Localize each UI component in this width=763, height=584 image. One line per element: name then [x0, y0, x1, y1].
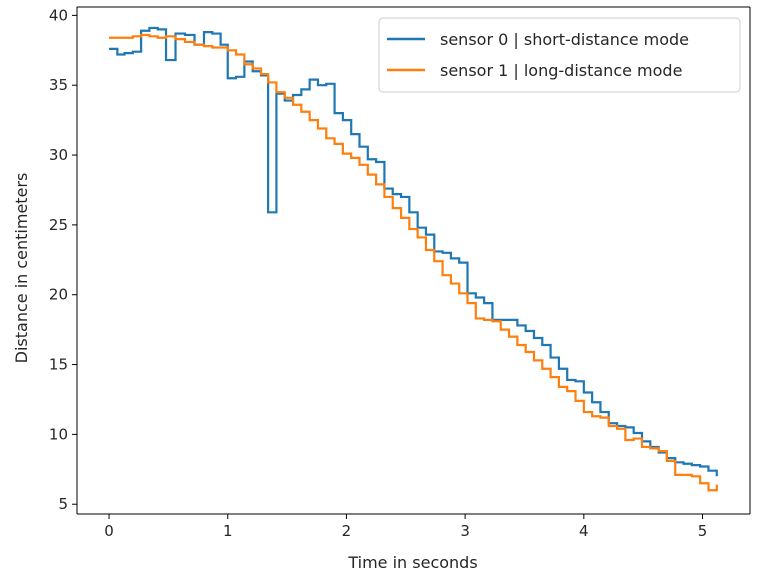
- legend-label-sensor-1: sensor 1 | long-distance mode: [440, 61, 682, 80]
- tick-layer: 0 1 2 3 4 5 5 10 15 20 25 30 35 40: [49, 6, 707, 540]
- chart-legend: sensor 0 | short-distance mode sensor 1 …: [378, 17, 741, 93]
- x-tick-label: 3: [460, 522, 470, 540]
- x-tick-label: 0: [104, 522, 114, 540]
- y-tick-label: 35: [49, 76, 68, 94]
- y-tick-label: 30: [49, 146, 68, 164]
- legend-box: [378, 17, 741, 93]
- x-tick-label: 5: [698, 522, 708, 540]
- series-line-sensor-1: [109, 33, 718, 492]
- x-axis-label: Time in seconds: [347, 553, 477, 572]
- x-tick-label: 1: [223, 522, 233, 540]
- series-layer: [109, 26, 718, 492]
- y-axis-label: Distance in centimeters: [12, 173, 31, 364]
- x-tick-label: 2: [342, 522, 352, 540]
- y-tick-label: 25: [49, 216, 68, 234]
- y-tick-label: 10: [49, 425, 68, 443]
- legend-label-sensor-0: sensor 0 | short-distance mode: [440, 30, 689, 49]
- axes-frame: [76, 6, 751, 515]
- y-tick-label: 5: [58, 495, 68, 513]
- y-tick-label: 40: [49, 6, 68, 24]
- y-tick-label: 20: [49, 286, 68, 304]
- x-tick-label: 4: [579, 522, 589, 540]
- y-tick-label: 15: [49, 356, 68, 374]
